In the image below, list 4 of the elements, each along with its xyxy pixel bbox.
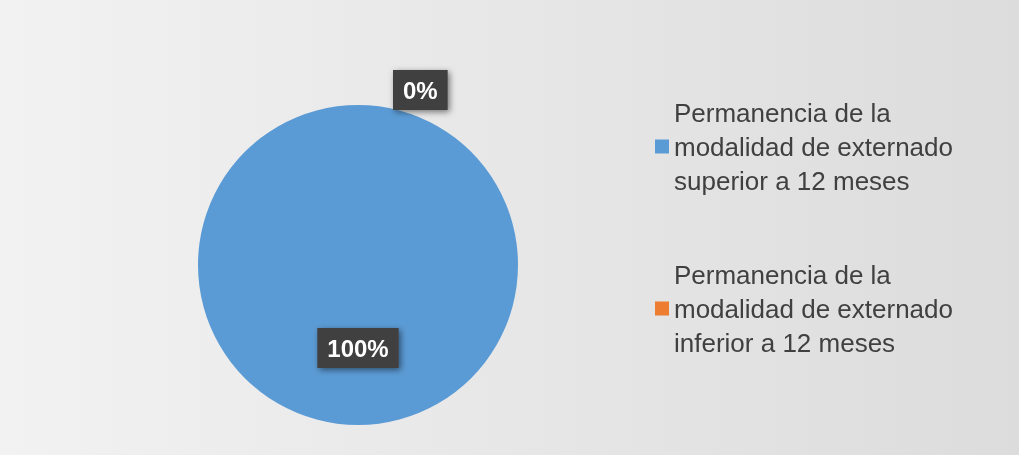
legend-label: Permanencia de la modalidad de externado inferior a 12 meses	[674, 259, 961, 358]
text: 0%	[403, 76, 438, 104]
legend-label: Permanencia de la modalidad de externado superior a 12 meses	[674, 97, 961, 196]
data-label: 100%	[327, 334, 389, 362]
